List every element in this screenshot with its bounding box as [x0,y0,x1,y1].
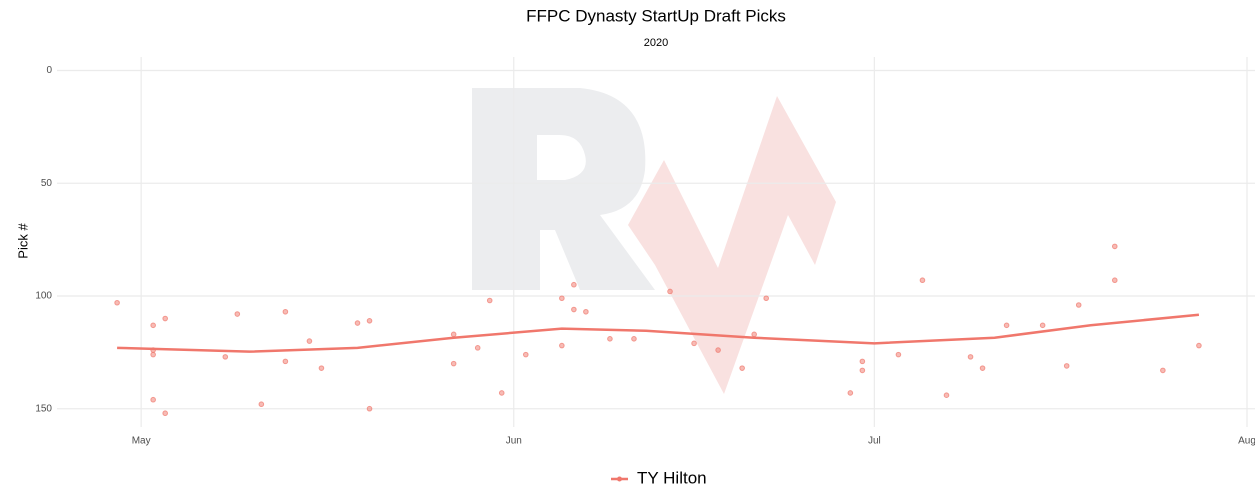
point [282,358,289,365]
y-axis-label: Pick # [15,223,30,259]
x-tick-label: Aug [1238,436,1255,447]
legend-dot [617,476,622,482]
marks [114,243,1202,417]
point [450,360,457,367]
y-tick-label: 50 [41,178,53,189]
point [150,322,156,329]
y-tick-label: 150 [35,403,52,414]
point [979,365,986,371]
point [583,308,589,315]
point [895,351,902,358]
point [474,345,481,351]
point [571,281,577,288]
point [1063,363,1070,369]
trend-line [117,313,1200,353]
x-tick-label: Jul [868,436,881,447]
point [306,338,313,344]
point [150,347,156,353]
point [559,342,565,349]
point [1111,277,1118,284]
x-tick-label: Jun [506,436,522,447]
point [859,367,866,374]
point [847,390,854,396]
point [607,336,613,342]
point [1111,243,1118,250]
point [715,347,721,353]
legend-label: TY Hilton [637,468,707,487]
point [1160,367,1166,374]
point [691,340,697,347]
point [114,299,120,306]
point [739,365,745,371]
point [450,331,457,338]
point [150,351,156,358]
point [366,317,373,324]
y-tick-label: 100 [35,291,52,302]
point [162,315,168,322]
watermark [472,88,836,394]
point [366,405,373,412]
point [1039,322,1046,329]
point [571,306,577,313]
chart-subtitle: 2020 [644,37,668,49]
x-tick-label: May [132,436,151,447]
point [1196,342,1202,349]
point [234,311,241,317]
point [751,331,757,338]
point [486,297,493,304]
point [318,365,325,371]
point [631,336,637,342]
point [354,320,361,326]
chart-title: FFPC Dynasty StartUp Draft Picks [526,6,786,25]
point [1075,302,1082,308]
y-tick-label: 0 [46,65,52,76]
point [667,288,673,295]
point [258,401,265,408]
point [150,396,156,403]
point [559,295,565,302]
point [859,358,866,365]
point [967,354,974,360]
point [943,392,950,398]
point [282,308,289,315]
point [222,354,229,360]
point [522,351,529,358]
point [1003,322,1010,329]
point [498,390,505,396]
point [919,277,926,284]
grid [57,57,1255,427]
point [763,295,769,302]
point [162,410,168,417]
